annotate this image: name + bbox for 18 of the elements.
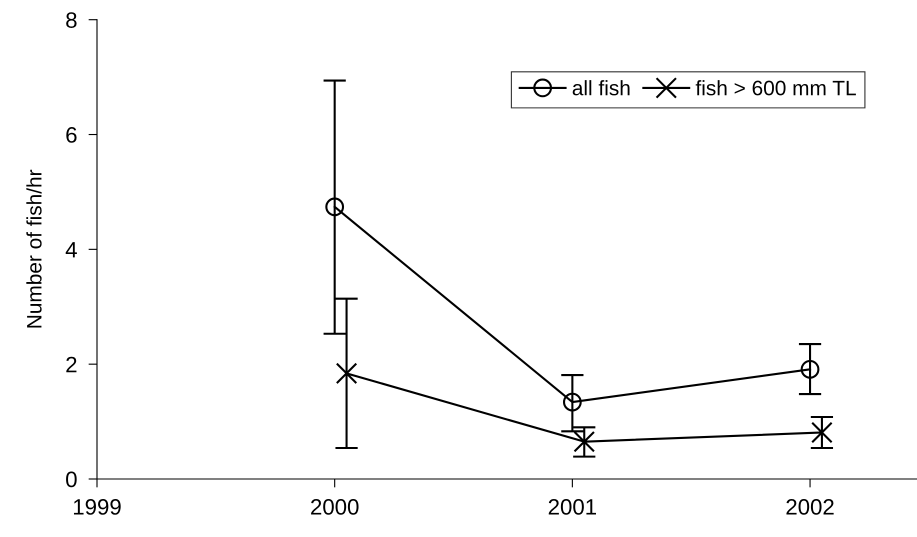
- point: [562, 392, 582, 412]
- y-tick-label: 8: [66, 12, 77, 28]
- point: [573, 430, 596, 452]
- y-tick-label: 0: [66, 472, 77, 488]
- x-tick-label: 1999: [74, 499, 121, 515]
- legend-label: fish > 600 mm TL: [696, 80, 856, 96]
- legend-label: all fish: [572, 80, 630, 96]
- point: [325, 197, 344, 216]
- y-tick-label: 2: [66, 356, 76, 372]
- y-tick-label: 4: [66, 242, 77, 258]
- point: [336, 362, 358, 384]
- y-axis-title: Number of fish/hr: [26, 170, 42, 328]
- point: [800, 360, 820, 379]
- point: [811, 422, 833, 444]
- x-tick-label: 2001: [548, 499, 596, 515]
- x-tick-label: 2000: [311, 499, 359, 515]
- y-tick-label: 6: [66, 127, 77, 143]
- x-tick-label: 2002: [786, 499, 834, 515]
